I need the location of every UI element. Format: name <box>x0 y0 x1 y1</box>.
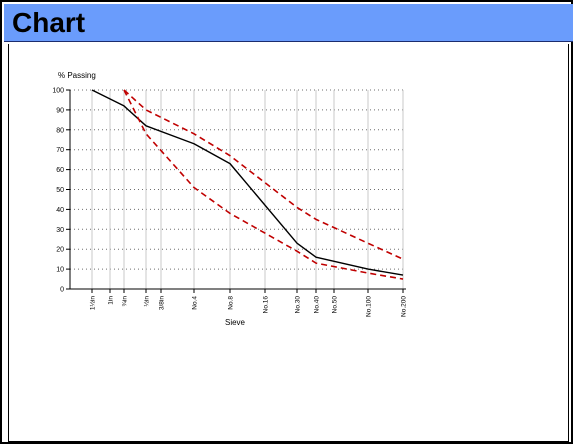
x-tick-label: ½in <box>143 296 151 307</box>
grid-layer <box>70 89 406 289</box>
x-tick-label: No.8 <box>228 296 235 310</box>
x-tick-label: 3/8in <box>159 296 166 310</box>
y-tick-label: 90 <box>56 107 64 114</box>
sieve-chart: 0 10 20 30 40 50 60 70 80 90 100 1½in 1in ¾in ½in 3/8in… <box>52 71 407 327</box>
x-tick-label: No.30 <box>295 296 302 314</box>
y-tick-label: 50 <box>56 187 64 194</box>
series-layer <box>91 89 404 280</box>
x-tick-label: No.50 <box>332 296 339 314</box>
x-tick-label: ¾in <box>122 296 129 307</box>
window-title: Chart <box>12 7 86 38</box>
upper-limit-line <box>123 89 404 260</box>
x-tick-label: No.40 <box>314 296 321 314</box>
x-axis-label: Sieve <box>225 318 246 327</box>
y-tick-label: 20 <box>56 247 64 254</box>
y-tick-label: 60 <box>56 167 64 174</box>
y-tick-label: 0 <box>60 287 64 294</box>
x-tick-label: No.200 <box>401 296 408 317</box>
x-tick-label: No.100 <box>366 296 373 317</box>
gradation-line <box>91 89 404 276</box>
y-tick-label: 40 <box>56 207 64 214</box>
y-tick-label: 30 <box>56 227 64 234</box>
y-tick-label: 70 <box>56 147 64 154</box>
chart-panel: 0 10 20 30 40 50 60 70 80 90 100 1½in 1in ¾in ½in 3/8in… <box>8 44 569 442</box>
y-tick-label: 100 <box>52 88 64 95</box>
y-axis-label: % Passing <box>58 71 96 80</box>
x-tick-label: No.16 <box>263 296 270 314</box>
lower-limit-line <box>123 89 404 280</box>
y-tick-label: 80 <box>56 127 64 134</box>
y-tick-label: 10 <box>56 267 64 274</box>
title-bar: Chart <box>4 4 573 42</box>
axis-layer: 0 10 20 30 40 50 60 70 80 90 100 1½in 1in ¾in ½in 3/8in… <box>52 88 407 317</box>
x-tick-label: 1½in <box>89 296 97 310</box>
x-tick-label: 1in <box>108 296 115 305</box>
x-tick-label: No.4 <box>192 296 199 310</box>
